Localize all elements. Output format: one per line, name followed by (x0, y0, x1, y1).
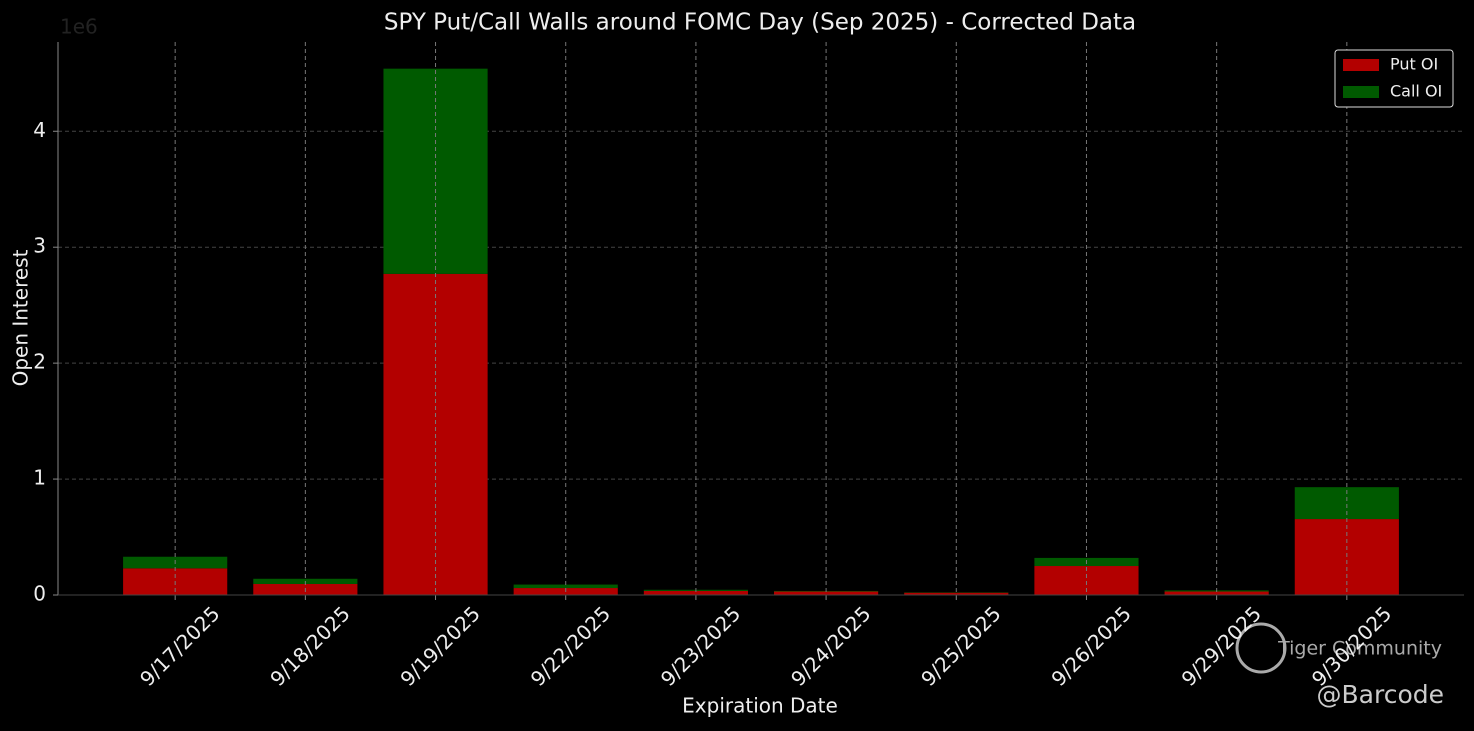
y-tick-label: 4 (33, 118, 46, 142)
x-axis-label: Expiration Date (682, 694, 838, 718)
watermark: Tiger Community (1277, 638, 1442, 660)
bar-segment (774, 591, 879, 595)
y-tick-label: 1 (33, 466, 46, 490)
legend-swatch (1343, 59, 1379, 71)
bar-segment (643, 590, 748, 595)
y-tick-label: 0 (33, 582, 46, 606)
legend-swatch (1343, 86, 1379, 98)
y-offset-label: 1e6 (60, 15, 98, 39)
y-tick-label: 3 (33, 234, 46, 258)
watermark-logo (1235, 622, 1287, 674)
bar-segment (1164, 591, 1269, 595)
y-tick-label: 2 (33, 350, 46, 374)
watermark-handle: @Barcode (1317, 680, 1445, 709)
chart-title: SPY Put/Call Walls around FOMC Day (Sep … (384, 10, 1136, 36)
y-axis-label: Open Interest (9, 249, 33, 386)
bar-segment (513, 584, 618, 589)
bar-segment (904, 592, 1009, 595)
legend-label: Put OI (1390, 55, 1438, 74)
legend-label: Call OI (1390, 82, 1442, 101)
